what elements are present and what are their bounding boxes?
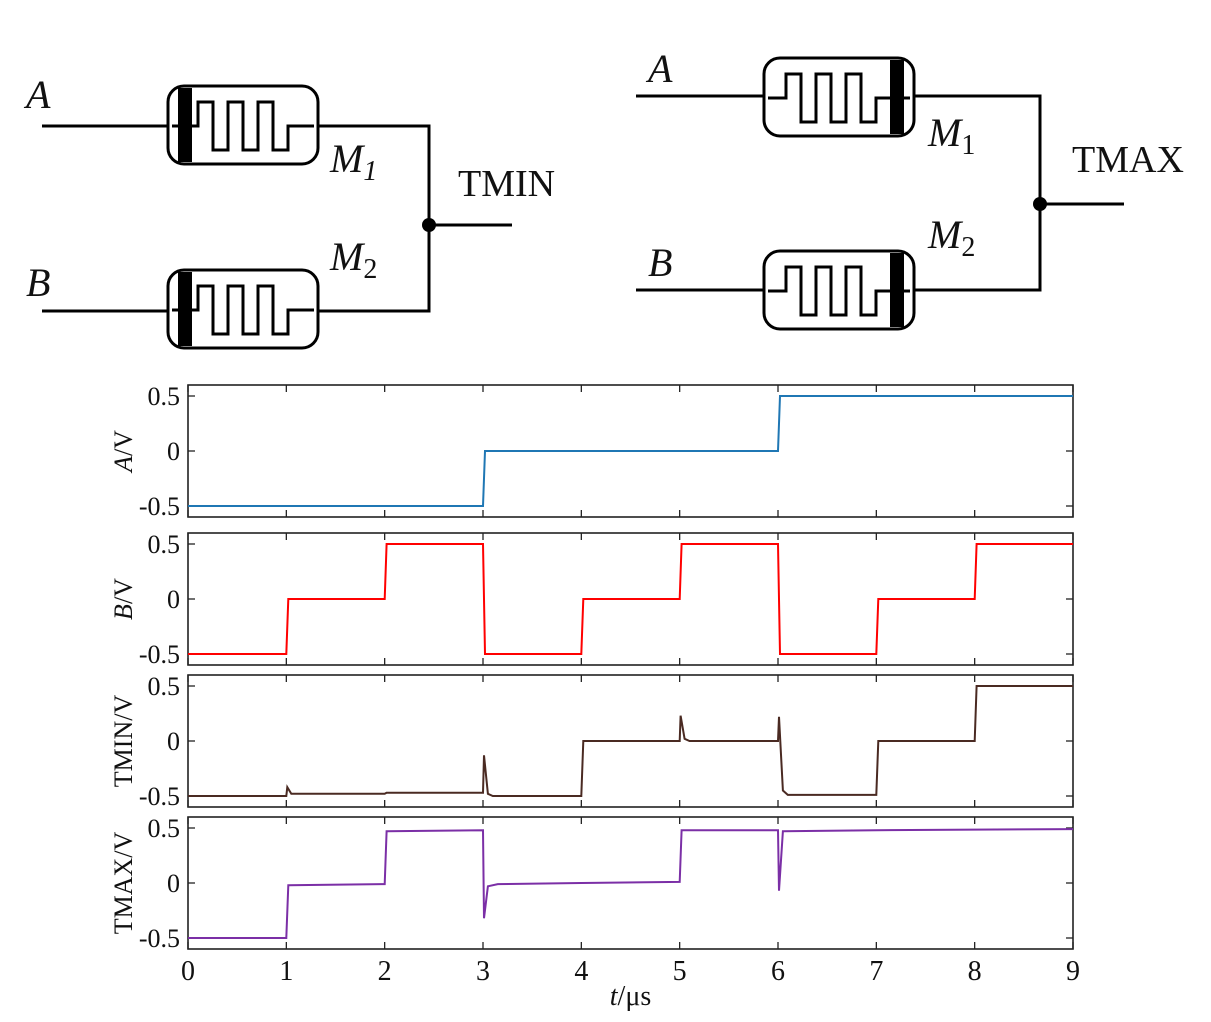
panel-TMAX-ytick-label: 0 bbox=[167, 869, 180, 898]
xtick-label: 8 bbox=[968, 956, 982, 987]
panel-TMAX-ytick-label: -0.5 bbox=[139, 924, 180, 953]
tmin-input-a-label: A bbox=[23, 72, 51, 117]
xtick-label: 4 bbox=[574, 956, 588, 987]
series-TMIN-line bbox=[188, 685, 1073, 797]
waveform-chart: -0.500.5A/V-0.500.5B/V-0.500.5TMIN/V-0.5… bbox=[109, 382, 1080, 1012]
tmin-input-b-label: B bbox=[26, 260, 50, 305]
panel-TMAX-ytick-label: 0.5 bbox=[148, 814, 181, 843]
panel-A-ytick-label: 0 bbox=[167, 437, 180, 466]
tmax-memristor-2 bbox=[762, 249, 916, 331]
tmax-memristor-1 bbox=[762, 56, 916, 138]
panel-TMAX-ylabel: TMAX/V bbox=[109, 832, 138, 935]
tmin-junction-dot bbox=[422, 218, 436, 232]
panel-A-ytick-label: 0.5 bbox=[148, 382, 181, 411]
xtick-label: 6 bbox=[771, 956, 785, 987]
panel-TMIN-ylabel: TMIN/V bbox=[109, 695, 138, 788]
tmax-output-label: TMAX bbox=[1072, 139, 1184, 181]
series-A-line bbox=[188, 395, 1073, 507]
tmax-m2-label: M2 bbox=[927, 212, 975, 263]
tmax-wire-junction bbox=[914, 94, 1042, 292]
panel-A-ytick-label: -0.5 bbox=[139, 492, 180, 521]
tmin-output-label: TMIN bbox=[458, 163, 555, 205]
xtick-label: 9 bbox=[1066, 956, 1080, 987]
panel-B-ylabel: B/V bbox=[109, 578, 138, 620]
panel-B-ytick-label: 0.5 bbox=[148, 530, 181, 559]
tmax-junction-dot bbox=[1033, 197, 1047, 211]
tmax-input-a-label: A bbox=[645, 46, 673, 91]
panel-TMIN-ytick-label: -0.5 bbox=[139, 782, 180, 811]
series-B-line bbox=[188, 543, 1073, 655]
x-axis-label: t/μs bbox=[610, 981, 651, 1012]
xtick-label: 0 bbox=[181, 956, 195, 987]
panel-TMIN-ytick-label: 0 bbox=[167, 727, 180, 756]
tmax-m1-label: M1 bbox=[927, 110, 975, 161]
panel-TMIN-ytick-label: 0.5 bbox=[148, 672, 181, 701]
series-TMAX-line bbox=[188, 828, 1074, 939]
tmin-circuit: A B M1 M2 TMIN bbox=[23, 72, 555, 350]
panel-B-ytick-label: 0 bbox=[167, 585, 180, 614]
panel-B-ytick-label: -0.5 bbox=[139, 640, 180, 669]
xtick-label: 3 bbox=[476, 956, 490, 987]
tmin-m2-label: M2 bbox=[329, 234, 377, 285]
xtick-label: 7 bbox=[869, 956, 883, 987]
xtick-label: 1 bbox=[279, 956, 293, 987]
xtick-label: 5 bbox=[673, 956, 687, 987]
tmin-m1-label: M1 bbox=[329, 136, 377, 187]
tmin-memristor-2 bbox=[166, 268, 320, 350]
tmax-input-b-label: B bbox=[648, 240, 672, 285]
tmin-memristor-1 bbox=[166, 84, 320, 166]
xtick-label: 2 bbox=[378, 956, 392, 987]
tmax-circuit: A B M1 M2 TMAX bbox=[636, 46, 1184, 331]
panel-A-ylabel: A/V bbox=[109, 430, 138, 474]
